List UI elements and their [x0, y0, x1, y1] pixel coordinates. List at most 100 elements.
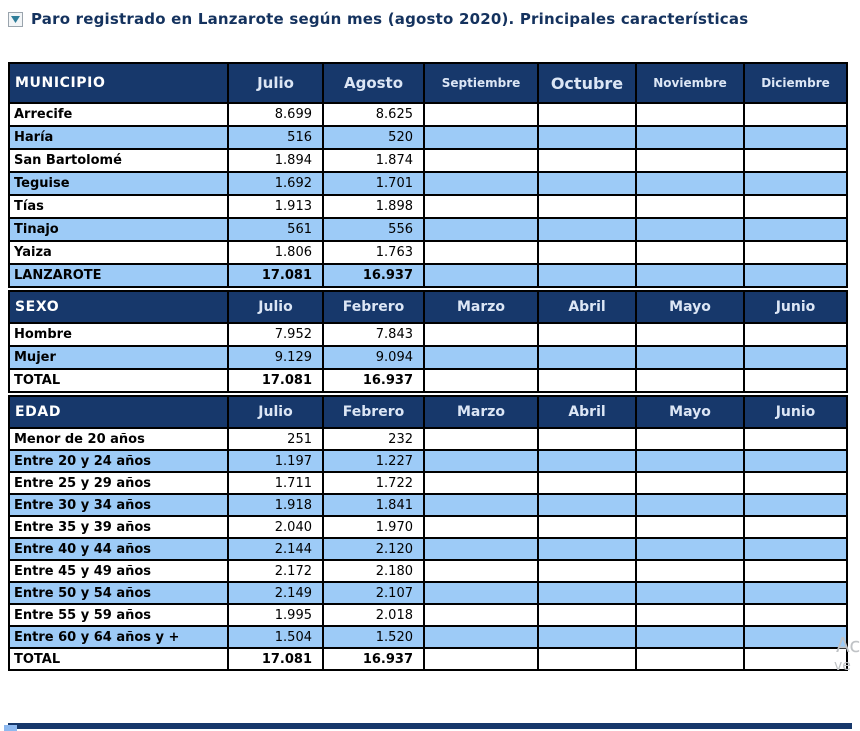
section-label: EDAD — [8, 395, 229, 429]
value-cell — [635, 263, 745, 288]
value-cell — [423, 217, 539, 242]
value-cell: 9.129 — [227, 345, 324, 370]
collapse-toggle-icon[interactable] — [8, 11, 23, 27]
table-row: Entre 35 y 39 años 2.040 1.970 — [8, 515, 848, 539]
value-cell: 232 — [322, 427, 425, 451]
value-cell — [537, 647, 637, 671]
table-section-municipio: MUNICIPIO Julio Agosto Septiembre Octubre Nov… — [8, 62, 848, 288]
value-cell — [423, 345, 539, 370]
month-column-header: Noviembre — [635, 62, 745, 104]
value-cell: 561 — [227, 217, 324, 242]
value-cell — [743, 102, 848, 127]
value-cell — [635, 471, 745, 495]
value-cell — [743, 471, 848, 495]
month-column-header: Febrero — [322, 290, 425, 324]
row-label: Entre 30 y 34 años — [8, 493, 229, 517]
row-label: Haría — [8, 125, 229, 150]
value-cell — [537, 194, 637, 219]
value-cell: 16.937 — [322, 647, 425, 671]
value-cell — [423, 171, 539, 196]
value-cell — [537, 515, 637, 539]
value-cell: 520 — [322, 125, 425, 150]
month-column-header: Agosto — [322, 62, 425, 104]
section-header-row: EDAD Julio Febrero Marzo Abril Mayo Junio — [8, 395, 848, 429]
value-cell — [743, 625, 848, 649]
value-cell — [423, 559, 539, 583]
value-cell: 1.913 — [227, 194, 324, 219]
month-column-header: Marzo — [423, 395, 539, 429]
value-cell — [743, 125, 848, 150]
value-cell — [423, 581, 539, 605]
value-cell — [423, 263, 539, 288]
value-cell — [635, 194, 745, 219]
value-cell — [537, 493, 637, 517]
value-cell: 1.763 — [322, 240, 425, 265]
table-row: TOTAL 17.081 16.937 — [8, 368, 848, 393]
value-cell — [423, 322, 539, 347]
value-cell: 1.874 — [322, 148, 425, 173]
table-row: San Bartolomé 1.894 1.874 — [8, 148, 848, 173]
table-row: Entre 45 y 49 años 2.172 2.180 — [8, 559, 848, 583]
month-column-header: Junio — [743, 395, 848, 429]
value-cell — [635, 125, 745, 150]
value-cell — [537, 368, 637, 393]
row-label: Entre 25 y 29 años — [8, 471, 229, 495]
value-cell — [537, 171, 637, 196]
table-section-edad: EDAD Julio Febrero Marzo Abril Mayo Junio Menor… — [8, 395, 848, 671]
value-cell — [635, 171, 745, 196]
watermark-line-2: ve — [834, 658, 851, 674]
value-cell: 556 — [322, 217, 425, 242]
value-cell — [423, 515, 539, 539]
value-cell — [635, 148, 745, 173]
month-column-header: Septiembre — [423, 62, 539, 104]
value-cell: 1.894 — [227, 148, 324, 173]
month-column-header: Abril — [537, 290, 637, 324]
table-row: LANZAROTE 17.081 16.937 — [8, 263, 848, 288]
value-cell — [635, 427, 745, 451]
value-cell — [537, 125, 637, 150]
value-cell — [743, 217, 848, 242]
row-label: Entre 35 y 39 años — [8, 515, 229, 539]
value-cell — [423, 148, 539, 173]
value-cell — [743, 449, 848, 473]
value-cell: 1.692 — [227, 171, 324, 196]
value-cell — [743, 427, 848, 451]
value-cell — [537, 263, 637, 288]
value-cell — [423, 194, 539, 219]
value-cell: 2.120 — [322, 537, 425, 561]
value-cell — [635, 581, 745, 605]
row-label: Yaiza — [8, 240, 229, 265]
table-row: Teguise 1.692 1.701 — [8, 171, 848, 196]
value-cell — [423, 625, 539, 649]
month-column-header: Mayo — [635, 290, 745, 324]
month-column-header: Julio — [227, 290, 324, 324]
value-cell — [537, 581, 637, 605]
value-cell: 1.841 — [322, 493, 425, 517]
value-cell — [537, 217, 637, 242]
watermark-text: Ac ve — [834, 634, 860, 674]
row-label: TOTAL — [8, 368, 229, 393]
value-cell: 1.520 — [322, 625, 425, 649]
table-row: Tías 1.913 1.898 — [8, 194, 848, 219]
value-cell — [635, 368, 745, 393]
table-row: Arrecife 8.699 8.625 — [8, 102, 848, 127]
value-cell: 1.806 — [227, 240, 324, 265]
value-cell: 1.722 — [322, 471, 425, 495]
row-label: Tinajo — [8, 217, 229, 242]
value-cell — [743, 515, 848, 539]
table-row: Hombre 7.952 7.843 — [8, 322, 848, 347]
value-cell: 17.081 — [227, 647, 324, 671]
row-label: Entre 45 y 49 años — [8, 559, 229, 583]
value-cell — [635, 493, 745, 517]
value-cell — [537, 427, 637, 451]
value-cell — [423, 368, 539, 393]
value-cell — [743, 345, 848, 370]
value-cell — [743, 581, 848, 605]
value-cell: 1.918 — [227, 493, 324, 517]
value-cell — [423, 603, 539, 627]
scrollbar-fragment[interactable] — [4, 725, 17, 731]
table-row: TOTAL 17.081 16.937 — [8, 647, 848, 671]
row-label: Entre 60 y 64 años y + — [8, 625, 229, 649]
month-column-header: Febrero — [322, 395, 425, 429]
